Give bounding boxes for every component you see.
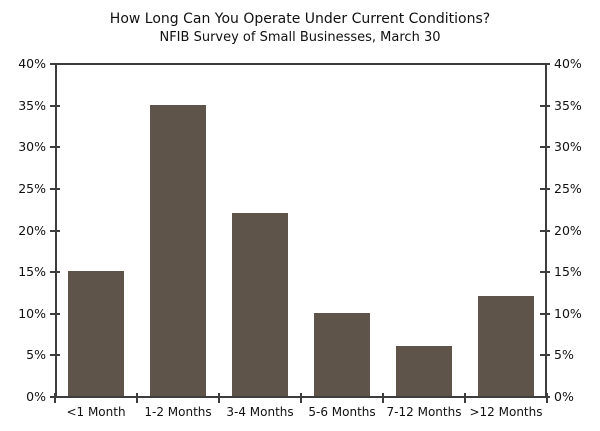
right-axis-label: 5%	[554, 347, 574, 363]
category-label: 5-6 Months	[308, 405, 376, 419]
category-label: 7-12 Months	[386, 405, 462, 419]
category-label: >12 Months	[469, 405, 543, 419]
right-axis-tick	[540, 229, 550, 232]
left-axis-tick	[50, 146, 60, 149]
right-axis-label: 40%	[554, 56, 582, 71]
left-axis-tick	[50, 354, 60, 357]
left-axis-tick	[50, 271, 60, 274]
left-axis-label: 35%	[18, 97, 46, 113]
left-axis-label: 30%	[18, 139, 46, 155]
bar-12-months	[478, 296, 534, 396]
right-axis-tick	[540, 146, 550, 149]
left-axis-label: 40%	[18, 56, 46, 71]
right-axis-tick	[540, 354, 550, 357]
right-axis-tick	[540, 63, 550, 65]
left-axis-tick	[50, 229, 60, 232]
bottom-axis-tick	[218, 393, 220, 403]
left-axis-label: 25%	[18, 180, 46, 196]
category-label: <1 Month	[66, 405, 126, 419]
chart-header: How Long Can You Operate Under Current C…	[0, 10, 600, 46]
bar-1-month	[68, 271, 124, 396]
left-axis-label: 0%	[26, 389, 46, 404]
left-axis-tick	[50, 312, 60, 315]
left-axis-label: 10%	[18, 305, 46, 321]
left-axis-tick	[50, 187, 60, 190]
right-axis-label: 30%	[554, 139, 582, 155]
right-axis-tick	[540, 187, 550, 190]
bottom-axis-tick	[54, 393, 56, 403]
right-axis-label: 0%	[554, 389, 574, 404]
left-axis-tick	[50, 104, 60, 107]
bottom-axis-tick	[300, 393, 302, 403]
bottom-axis-tick	[382, 393, 384, 403]
category-label: 3-4 Months	[226, 405, 294, 419]
right-axis-tick	[540, 312, 550, 315]
bar-1-2-months	[150, 105, 206, 396]
left-axis-label: 15%	[18, 264, 46, 280]
bar-7-12-months	[396, 346, 452, 396]
plot-area	[55, 63, 547, 398]
right-axis-label: 20%	[554, 222, 582, 238]
left-axis-label: 5%	[26, 347, 46, 363]
bottom-axis-tick	[546, 393, 548, 403]
right-axis-label: 15%	[554, 264, 582, 280]
right-axis-label: 35%	[554, 97, 582, 113]
right-axis-tick	[540, 396, 550, 398]
bar-3-4-months	[232, 213, 288, 396]
chart-title: How Long Can You Operate Under Current C…	[109, 11, 491, 27]
right-axis-tick	[540, 271, 550, 274]
left-axis-label: 20%	[18, 222, 46, 238]
right-axis-label: 10%	[554, 305, 582, 321]
right-axis-tick	[540, 104, 550, 107]
bottom-axis-tick	[136, 393, 138, 403]
category-label: 1-2 Months	[144, 405, 212, 419]
right-axis-label: 25%	[554, 180, 582, 196]
chart-subtitle: NFIB Survey of Small Businesses, March 3…	[159, 30, 441, 45]
bar-5-6-months	[314, 313, 370, 396]
bottom-axis-tick	[464, 393, 466, 403]
left-axis-tick	[50, 63, 60, 65]
